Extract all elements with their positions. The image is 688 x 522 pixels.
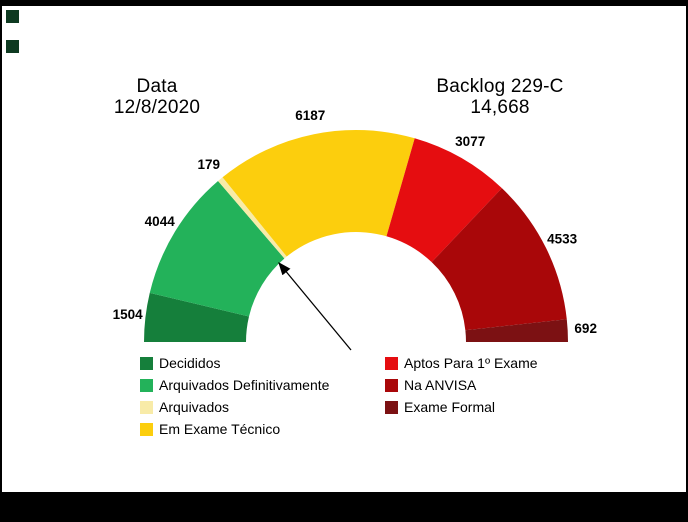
legend-swatch — [385, 378, 398, 392]
legend-label: Arquivados — [159, 399, 230, 415]
legend-label: Na ANVISA — [404, 377, 477, 393]
legend-item: Arquivados — [140, 399, 329, 415]
backlog-value: 14,668 — [470, 97, 530, 118]
legend-label: Em Exame Técnico — [159, 421, 281, 437]
segment-value-label: 3077 — [455, 134, 485, 149]
legend-item: Aptos Para 1º Exame — [385, 355, 538, 371]
date-value: 12/8/2020 — [113, 97, 201, 118]
annotation-arrow — [278, 261, 352, 351]
legend-swatch — [385, 400, 398, 414]
corner-marker — [6, 10, 19, 23]
date-label: Data — [136, 76, 178, 97]
gauge-segment-1 — [149, 181, 285, 317]
segment-value-label: 1504 — [113, 307, 144, 322]
legend-swatch — [385, 356, 398, 370]
legend-item: Decididos — [140, 355, 329, 371]
gauge-segment-0 — [144, 292, 249, 342]
gauge-segment-2 — [218, 177, 287, 259]
legend-item: Em Exame Técnico — [140, 421, 329, 437]
gauge-segment-6 — [465, 319, 568, 342]
legend-left-column: Decididos Arquivados Definitivamente Arq… — [140, 355, 330, 437]
gauge-chart: 1504 4044 179 6187 3077 4533 692 — [113, 108, 597, 351]
segment-value-label: 179 — [198, 157, 221, 172]
legend-item: Exame Formal — [385, 399, 538, 415]
date-title: Data 12/8/2020 — [40, 76, 274, 118]
legend-swatch — [140, 400, 153, 414]
legend-label: Arquivados Definitivamente — [159, 377, 330, 393]
backlog-label: Backlog 229-C — [436, 76, 564, 97]
legend-label: Aptos Para 1º Exame — [404, 355, 538, 371]
gauge-segment-5 — [431, 188, 567, 331]
segment-value-label: 4533 — [547, 231, 578, 246]
legend-label: Decididos — [159, 355, 221, 371]
corner-marker — [6, 40, 19, 53]
gauge-segment-3 — [222, 129, 415, 257]
chart-canvas: Data 12/8/2020 Backlog 229-C 14,668 1504… — [2, 6, 686, 492]
legend-swatch — [140, 378, 153, 392]
segment-value-label: 692 — [574, 321, 597, 336]
legend-right-column: Aptos Para 1º Exame Na ANVISA Exame Form… — [385, 355, 538, 415]
legend-swatch — [140, 356, 153, 370]
legend-swatch — [140, 422, 153, 436]
segment-value-label: 6187 — [295, 108, 325, 123]
legend-label: Exame Formal — [404, 399, 496, 415]
segment-value-label: 4044 — [145, 214, 176, 229]
legend-item: Arquivados Definitivamente — [140, 377, 330, 393]
legend-item: Na ANVISA — [385, 377, 538, 393]
gauge-segment-4 — [386, 138, 502, 263]
backlog-title: Backlog 229-C 14,668 — [360, 76, 640, 118]
